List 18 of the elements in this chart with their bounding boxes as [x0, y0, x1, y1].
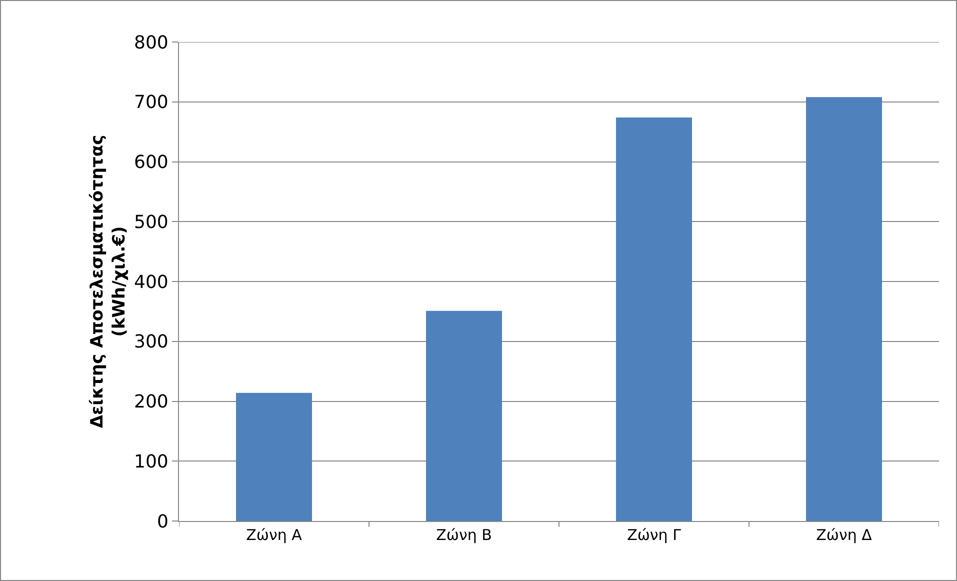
bar — [806, 97, 882, 521]
y-axis-title: Δείκτης Αποτελεσματικότητας (kWh/χιλ.€) — [87, 134, 130, 428]
y-tick-label: 200 — [134, 392, 168, 413]
y-tick-label: 800 — [134, 32, 168, 54]
y-tick-label: 400 — [134, 272, 168, 293]
x-tick-label: Ζώνη Γ — [627, 526, 682, 544]
bar — [616, 117, 692, 521]
x-tick-label: Ζώνη Δ — [816, 526, 873, 544]
x-tick-label: Ζώνη Β — [436, 526, 492, 544]
y-tick-label: 500 — [134, 212, 168, 233]
y-tick-label: 700 — [134, 92, 168, 114]
y-tick-label: 300 — [134, 332, 168, 353]
y-tick-label: 0 — [156, 511, 168, 532]
x-tick-label: Ζώνη Α — [246, 526, 303, 544]
bar — [236, 392, 312, 521]
y-tick-label: 600 — [134, 152, 168, 174]
bar — [426, 310, 502, 521]
y-tick-label: 100 — [134, 451, 168, 472]
